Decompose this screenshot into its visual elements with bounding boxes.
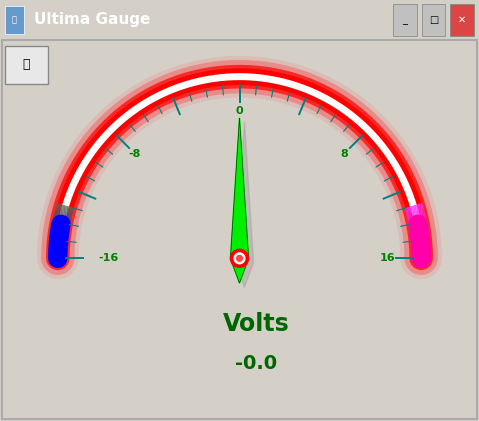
Polygon shape xyxy=(235,122,253,287)
Circle shape xyxy=(237,256,242,261)
Circle shape xyxy=(234,253,245,264)
Text: _: _ xyxy=(402,15,407,25)
Text: □: □ xyxy=(429,15,438,25)
FancyBboxPatch shape xyxy=(393,4,417,36)
Text: -0.0: -0.0 xyxy=(235,354,277,373)
Text: 0: 0 xyxy=(236,106,243,115)
Text: Ultima Gauge: Ultima Gauge xyxy=(34,13,150,27)
Text: 8: 8 xyxy=(340,149,348,159)
Text: 📺: 📺 xyxy=(12,16,17,24)
Text: 🔧: 🔧 xyxy=(23,58,30,71)
FancyBboxPatch shape xyxy=(5,6,24,34)
Text: -8: -8 xyxy=(129,149,141,159)
FancyBboxPatch shape xyxy=(422,4,445,36)
Text: 16: 16 xyxy=(379,253,395,264)
FancyBboxPatch shape xyxy=(5,45,48,84)
FancyBboxPatch shape xyxy=(450,4,474,36)
Text: ✕: ✕ xyxy=(458,15,466,25)
Text: -16: -16 xyxy=(98,253,118,264)
Text: Volts: Volts xyxy=(223,312,289,336)
Circle shape xyxy=(230,249,249,267)
Polygon shape xyxy=(230,118,249,283)
